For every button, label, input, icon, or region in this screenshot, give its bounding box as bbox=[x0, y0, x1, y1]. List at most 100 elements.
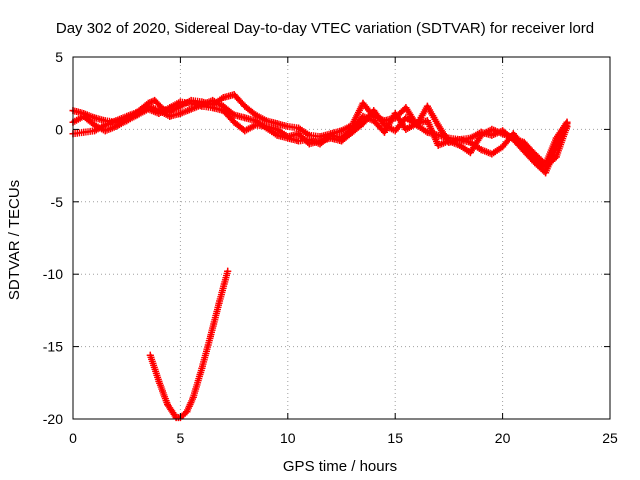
data-point bbox=[155, 377, 163, 385]
x-tick-label: 20 bbox=[495, 430, 511, 446]
data-point bbox=[80, 112, 88, 120]
series-layer bbox=[69, 91, 571, 422]
data-point bbox=[466, 138, 474, 146]
data-point bbox=[520, 138, 528, 146]
data-point bbox=[370, 117, 378, 125]
x-tick-label: 5 bbox=[177, 430, 185, 446]
data-point bbox=[230, 91, 238, 99]
data-point bbox=[456, 141, 464, 149]
data-point bbox=[241, 102, 249, 110]
data-point bbox=[423, 117, 431, 125]
data-point bbox=[189, 393, 197, 401]
data-point bbox=[230, 118, 238, 126]
data-point bbox=[338, 134, 345, 142]
series-trace-3 bbox=[69, 96, 571, 168]
data-point bbox=[241, 127, 249, 135]
data-point bbox=[151, 96, 159, 104]
data-point bbox=[112, 117, 120, 125]
data-point bbox=[80, 128, 88, 136]
data-point bbox=[219, 94, 227, 102]
y-tick-label: 5 bbox=[55, 49, 63, 65]
data-point bbox=[252, 117, 260, 125]
data-point bbox=[133, 108, 141, 116]
data-point bbox=[348, 125, 356, 133]
data-point bbox=[144, 102, 152, 110]
data-point bbox=[206, 332, 214, 340]
data-point bbox=[316, 140, 324, 148]
data-point bbox=[209, 96, 217, 104]
data-point bbox=[198, 101, 206, 109]
plot-frame bbox=[72, 56, 611, 420]
data-point bbox=[90, 114, 98, 122]
data-point bbox=[198, 364, 206, 372]
data-point bbox=[305, 136, 313, 144]
data-point bbox=[209, 104, 217, 112]
x-tick-label: 0 bbox=[69, 430, 77, 446]
data-point bbox=[499, 130, 507, 138]
data-point bbox=[90, 127, 98, 135]
data-point bbox=[155, 107, 163, 115]
data-point bbox=[380, 128, 388, 136]
data-point bbox=[219, 102, 227, 110]
data-point bbox=[466, 149, 474, 157]
data-point bbox=[499, 143, 507, 151]
data-point bbox=[284, 123, 292, 131]
series-markers bbox=[69, 96, 571, 168]
x-tick-label: 25 bbox=[602, 430, 618, 446]
data-point bbox=[359, 120, 367, 128]
data-point bbox=[146, 351, 154, 359]
data-point bbox=[327, 131, 335, 139]
data-point bbox=[391, 109, 399, 117]
data-point bbox=[241, 114, 249, 122]
data-point bbox=[359, 99, 367, 107]
data-point bbox=[215, 299, 223, 307]
data-point bbox=[230, 111, 238, 119]
data-point bbox=[477, 146, 485, 154]
data-point bbox=[224, 267, 232, 275]
data-point bbox=[488, 150, 496, 158]
data-point bbox=[563, 118, 571, 126]
chart-title: Day 302 of 2020, Sidereal Day-to-day VTE… bbox=[56, 20, 594, 37]
data-point bbox=[445, 137, 453, 145]
data-point bbox=[123, 112, 131, 120]
y-tick-label: 0 bbox=[55, 121, 63, 137]
data-point bbox=[295, 130, 303, 138]
x-axis-label: GPS time / hours bbox=[283, 458, 397, 475]
data-point bbox=[477, 131, 485, 139]
series-trace-4 bbox=[146, 267, 232, 422]
data-point bbox=[423, 102, 431, 110]
data-point bbox=[488, 125, 496, 133]
data-point bbox=[542, 160, 550, 168]
data-point bbox=[402, 114, 410, 122]
y-axis-label: SDTVAR / TECUs bbox=[6, 180, 23, 300]
data-point bbox=[359, 112, 367, 120]
data-point bbox=[176, 109, 184, 117]
data-point bbox=[402, 125, 410, 133]
data-point bbox=[402, 104, 410, 112]
data-point bbox=[413, 120, 421, 128]
data-point bbox=[273, 131, 281, 139]
y-tick-label: -20 bbox=[43, 411, 63, 427]
data-point bbox=[552, 153, 560, 161]
data-point bbox=[391, 127, 399, 135]
data-point bbox=[284, 134, 292, 142]
data-point bbox=[183, 408, 191, 416]
data-point bbox=[552, 134, 560, 142]
data-point bbox=[338, 127, 345, 135]
data-point bbox=[166, 112, 174, 120]
data-point bbox=[262, 124, 270, 132]
data-point bbox=[101, 121, 109, 129]
data-point bbox=[166, 104, 174, 112]
y-tick-label: -10 bbox=[43, 266, 63, 282]
y-tick-label: -15 bbox=[43, 339, 63, 355]
data-point bbox=[434, 121, 442, 129]
data-point bbox=[187, 105, 195, 113]
data-point bbox=[176, 98, 184, 106]
x-tick-label: 15 bbox=[387, 430, 403, 446]
data-point bbox=[295, 137, 303, 145]
data-point bbox=[164, 401, 172, 409]
data-point bbox=[509, 134, 517, 142]
tick-layer: 0 5 10 15 20 25 -20 -15 -10 -5 0 5 bbox=[43, 49, 618, 446]
x-tick-label: 10 bbox=[280, 430, 296, 446]
